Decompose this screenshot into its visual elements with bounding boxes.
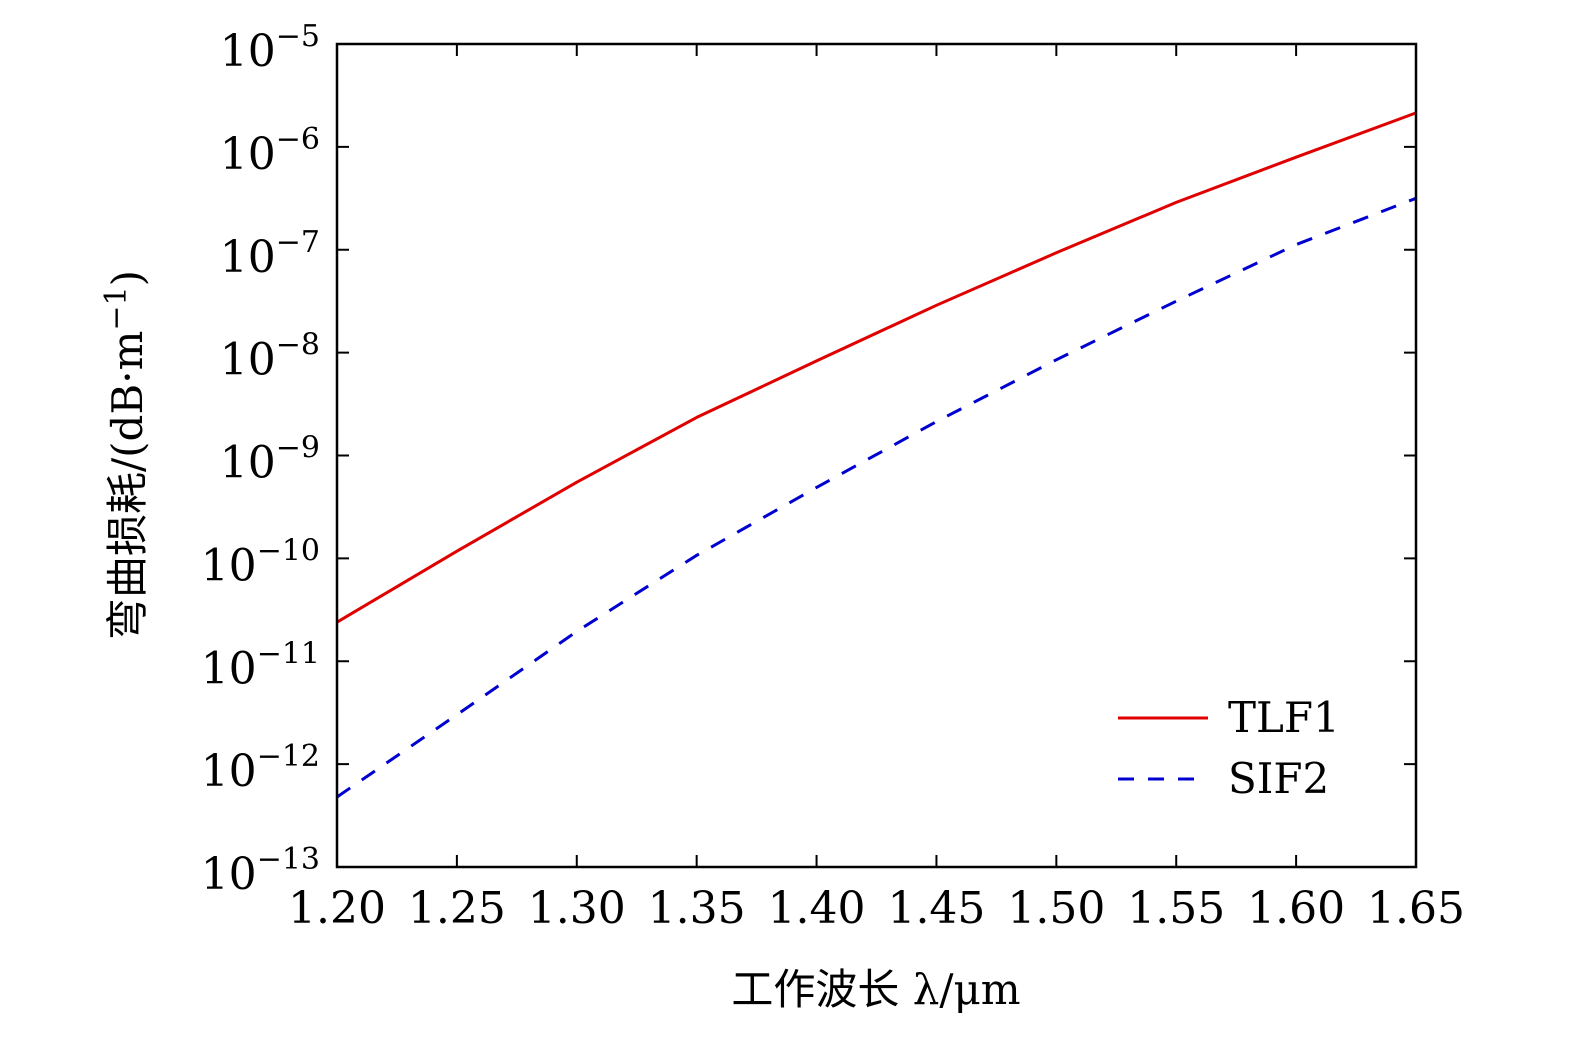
y-tick-label: 10−13 bbox=[201, 842, 320, 900]
y-tick-label-base: 10 bbox=[220, 438, 276, 489]
x-tick-label: 1.60 bbox=[1247, 883, 1345, 934]
y-tick-label-exponent: −13 bbox=[257, 842, 320, 877]
y-tick-label-base: 10 bbox=[220, 129, 276, 180]
y-tick-label-exponent: −8 bbox=[276, 328, 320, 363]
y-tick-label-base: 10 bbox=[201, 643, 257, 694]
y-tick-label-exponent: −7 bbox=[276, 225, 320, 260]
y-tick-label-base: 10 bbox=[201, 746, 257, 797]
x-tick-label: 1.40 bbox=[768, 883, 866, 934]
legend-label-sif2: SIF2 bbox=[1228, 754, 1329, 803]
x-axis-title: 工作波长 λ/μm bbox=[731, 965, 1020, 1014]
y-tick-label: 10−6 bbox=[220, 122, 320, 180]
y-tick-label-exponent: −12 bbox=[257, 739, 320, 774]
x-tick-label: 1.25 bbox=[408, 883, 506, 934]
x-tick-label: 1.35 bbox=[648, 883, 746, 934]
y-tick-label-exponent: −10 bbox=[257, 533, 320, 568]
y-tick-label-base: 10 bbox=[220, 232, 276, 283]
y-tick-label: 10−10 bbox=[201, 533, 320, 591]
y-tick-label: 10−5 bbox=[220, 19, 320, 77]
y-axis-title-main: 弯曲损耗/(dB·m bbox=[103, 331, 152, 640]
y-axis-title-close: ) bbox=[103, 270, 152, 286]
y-tick-label-exponent: −6 bbox=[276, 122, 320, 157]
ticks-layer bbox=[336, 43, 1417, 868]
x-tick-label: 1.45 bbox=[887, 883, 985, 934]
y-axis-title-sup: −1 bbox=[99, 286, 134, 330]
legend-label-tlf1: TLF1 bbox=[1228, 693, 1340, 742]
y-tick-label: 10−7 bbox=[220, 225, 320, 283]
y-tick-label: 10−8 bbox=[220, 328, 320, 386]
y-axis-title: 弯曲损耗/(dB·m−1) bbox=[99, 270, 152, 640]
tick-labels-layer: 1.20 1.25 1.30 1.35 1.40 1.45 1.50 1.55 1.60 1.65… bbox=[201, 19, 1465, 934]
y-tick-label-exponent: −5 bbox=[276, 19, 320, 54]
x-tick-label: 1.50 bbox=[1007, 883, 1105, 934]
x-tick-label: 1.20 bbox=[288, 883, 386, 934]
x-tick-label: 1.65 bbox=[1367, 883, 1465, 934]
x-tick-label: 1.55 bbox=[1127, 883, 1225, 934]
y-tick-label: 10−9 bbox=[220, 431, 320, 489]
y-tick-label-exponent: −11 bbox=[257, 636, 320, 671]
y-tick-label-base: 10 bbox=[220, 335, 276, 386]
y-tick-label-base: 10 bbox=[201, 849, 257, 900]
series-line-tlf1 bbox=[336, 111, 1417, 624]
series-line-sif2 bbox=[336, 196, 1417, 799]
y-tick-label-base: 10 bbox=[201, 540, 257, 591]
y-tick-label-base: 10 bbox=[220, 26, 276, 77]
series-layer bbox=[336, 111, 1417, 799]
y-tick-label-exponent: −9 bbox=[276, 431, 320, 466]
x-tick-label: 1.30 bbox=[528, 883, 626, 934]
legend: TLF1 SIF2 bbox=[1118, 693, 1340, 803]
y-tick-label: 10−11 bbox=[201, 636, 320, 694]
y-tick-label: 10−12 bbox=[201, 739, 320, 797]
